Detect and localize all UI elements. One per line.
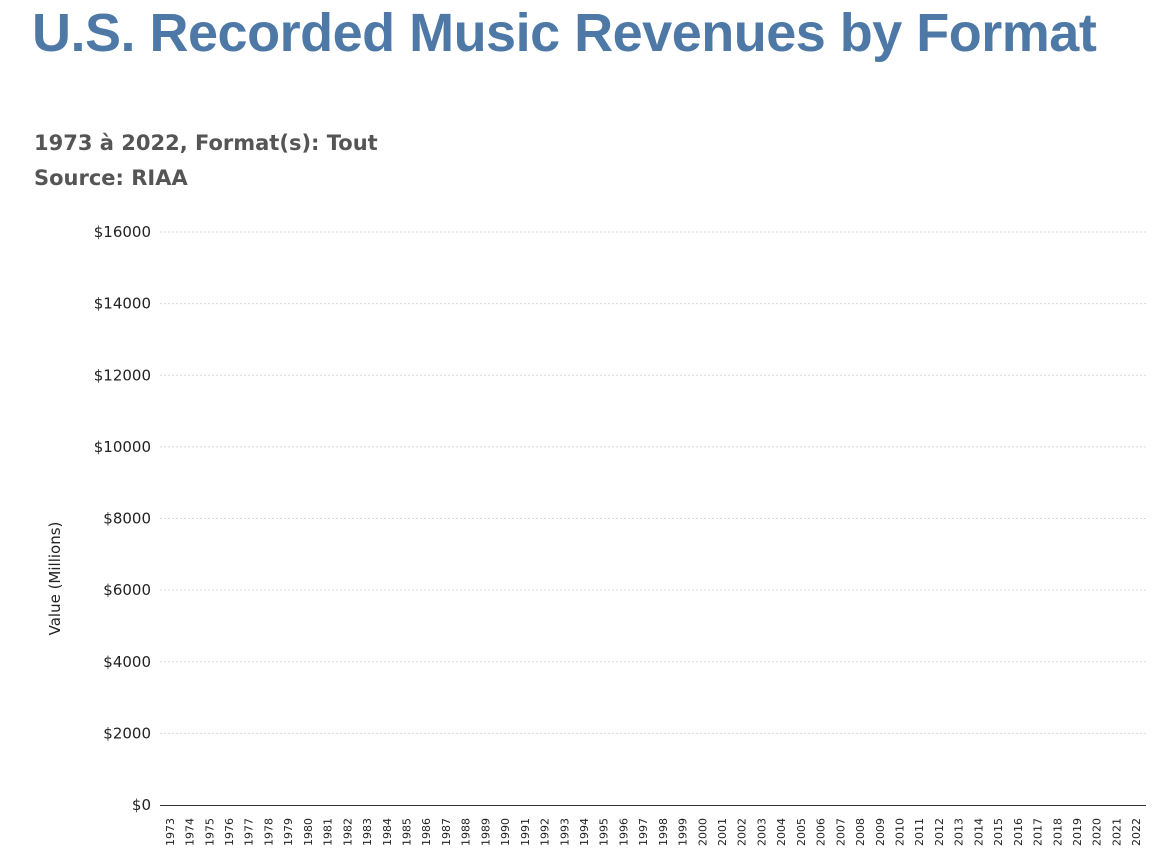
x-tick-label: 1993	[558, 818, 571, 846]
x-tick-label: 1987	[440, 818, 453, 846]
x-tick-label: 1992	[539, 818, 552, 846]
x-tick-label: 1976	[223, 818, 236, 846]
x-tick-label: 2007	[834, 818, 847, 846]
x-tick-label: 1977	[243, 818, 256, 846]
y-tick-label: $6000	[103, 581, 151, 599]
x-tick-label: 2014	[972, 818, 985, 846]
x-tick-label: 1995	[598, 818, 611, 846]
x-tick-label: 2006	[815, 818, 828, 846]
x-tick-label: 1989	[479, 818, 492, 846]
x-tick-label: 2017	[1032, 818, 1045, 846]
y-tick-label: $14000	[94, 295, 151, 313]
y-tick-label: $8000	[103, 510, 151, 528]
y-tick-label: $16000	[94, 223, 151, 241]
x-tick-label: 1998	[657, 818, 670, 846]
x-tick-label: 2012	[933, 818, 946, 846]
x-tick-label: 1982	[341, 818, 354, 846]
x-tick-label: 1983	[361, 818, 374, 846]
x-tick-label: 2011	[913, 818, 926, 846]
chart-subtitle: 1973 à 2022, Format(s): Tout	[34, 131, 378, 155]
x-tick-label: 2001	[716, 818, 729, 846]
x-tick-label: 1978	[262, 818, 275, 846]
x-tick-label: 1974	[184, 818, 197, 846]
y-axis-ticks: $0 $2000 $4000 $6000 $8000 $10000 $12000 $14000…	[94, 223, 151, 814]
x-tick-label: 1996	[617, 818, 630, 846]
x-tick-label: 1986	[420, 818, 433, 846]
x-tick-label: 2021	[1110, 818, 1123, 846]
x-tick-label: 2015	[992, 818, 1005, 846]
x-tick-label: 1980	[302, 818, 315, 846]
page-title: U.S. Recorded Music Revenues by Format	[32, 3, 1097, 63]
x-tick-label: 1985	[401, 818, 414, 846]
x-tick-label: 1973	[164, 818, 177, 846]
x-tick-label: 2009	[874, 818, 887, 846]
x-tick-label: 2002	[736, 818, 749, 846]
x-tick-label: 2013	[953, 818, 966, 846]
y-tick-label: $10000	[94, 438, 151, 456]
gridlines	[160, 231, 1146, 734]
x-tick-label: 2020	[1091, 818, 1104, 846]
x-tick-label: 1975	[203, 818, 216, 846]
x-axis-ticks: 1973 1974 1975 1976 1977 1978 1979 1980 1981 1982…	[164, 818, 1143, 846]
x-tick-label: 2018	[1051, 818, 1064, 846]
y-axis-title: Value (Millions)	[46, 522, 64, 636]
x-tick-label: 1984	[381, 818, 394, 846]
x-tick-label: 1990	[499, 818, 512, 846]
chart-source: Source: RIAA	[34, 166, 188, 190]
x-tick-label: 2019	[1071, 818, 1084, 846]
x-tick-label: 2000	[696, 818, 709, 846]
x-tick-label: 1988	[460, 818, 473, 846]
x-tick-label: 2005	[795, 818, 808, 846]
x-tick-label: 1981	[322, 818, 335, 846]
x-tick-label: 1991	[519, 818, 532, 846]
x-tick-label: 2016	[1012, 818, 1025, 846]
y-tick-label: $4000	[103, 653, 151, 671]
y-tick-label: $0	[132, 796, 151, 814]
x-tick-label: 1979	[282, 818, 295, 846]
x-tick-label: 1999	[677, 818, 690, 846]
y-tick-label: $2000	[103, 724, 151, 742]
x-tick-label: 2010	[894, 818, 907, 846]
x-tick-label: 2003	[755, 818, 768, 846]
x-tick-label: 2008	[854, 818, 867, 846]
x-tick-label: 1997	[637, 818, 650, 846]
x-tick-label: 1994	[578, 818, 591, 846]
x-tick-label: 2022	[1130, 818, 1143, 846]
y-tick-label: $12000	[94, 366, 151, 384]
x-tick-label: 2004	[775, 818, 788, 846]
